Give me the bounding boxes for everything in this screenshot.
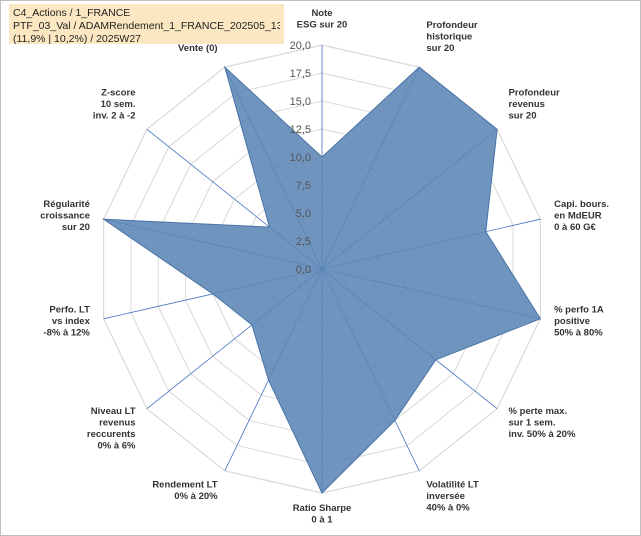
radar-series bbox=[101, 65, 542, 494]
axis-label: % perfo 1A positive 50% à 80% bbox=[554, 304, 604, 338]
series-area bbox=[101, 65, 542, 494]
tick-label: 20,0 bbox=[290, 40, 311, 52]
axis-label: Z-score 10 sem. inv. 2 à -2 bbox=[93, 87, 136, 121]
info-line-2: PTF_03_Val / ADAMRendement_1_FRANCE_2025… bbox=[13, 20, 280, 32]
tick-label: 10,0 bbox=[290, 152, 311, 164]
axis-label: Profondeur revenus sur 20 bbox=[509, 87, 560, 121]
axis-label: Ratio Sharpe 0 à 1 bbox=[293, 503, 352, 526]
tick-label: 0,0 bbox=[296, 264, 311, 276]
info-line-3: (11,9% | 10,2%) / 2025W27 bbox=[13, 33, 142, 45]
axis-label: Rendement LT 0% à 20% bbox=[152, 480, 218, 503]
tick-label: 7,5 bbox=[296, 180, 311, 192]
portfolio-info-box: C4_Actions / 1_FRANCE PTF_03_Val / ADAMR… bbox=[9, 4, 284, 45]
axis-label: Régularité croissance sur 20 bbox=[40, 199, 90, 233]
axis-label: Volatilité LT inversée 40% à 0% bbox=[426, 480, 479, 514]
axis-label: Niveau LT revenus reccurents 0% à 6% bbox=[87, 406, 136, 452]
axis-label: % perte max. sur 1 sem. inv. 50% à 20% bbox=[509, 406, 576, 440]
radial-tick-labels: 0,0 2,5 5,0 7,5 10,0 12,5 15,0 17,5 20,0 bbox=[290, 40, 311, 276]
tick-label: 17,5 bbox=[290, 68, 311, 80]
axis-label: Perfo. LT vs index -8% à 12% bbox=[43, 304, 90, 338]
axis-label: Note ESG sur 20 bbox=[297, 8, 348, 31]
tick-label: 5,0 bbox=[296, 208, 311, 220]
tick-label: 2,5 bbox=[296, 236, 311, 248]
axis-label: Capi. bours. en MdEUR 0 à 60 G€ bbox=[554, 199, 609, 233]
tick-label: 15,0 bbox=[290, 96, 311, 108]
axis-label: Profondeur historique sur 20 bbox=[426, 20, 477, 54]
tick-label: 12,5 bbox=[290, 124, 311, 136]
info-line-1: C4_Actions / 1_FRANCE bbox=[13, 7, 131, 19]
